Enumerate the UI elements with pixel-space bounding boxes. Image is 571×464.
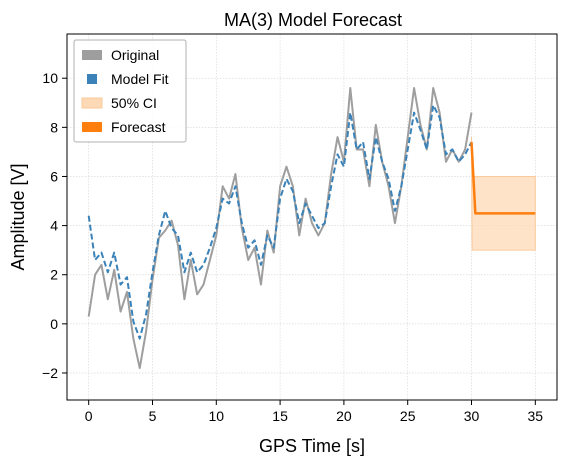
y-tick-label: 8 — [50, 119, 58, 135]
x-tick-label: 35 — [528, 408, 544, 424]
x-tick-label: 15 — [272, 408, 288, 424]
legend-label-forecast: Forecast — [111, 119, 166, 135]
x-tick-label: 0 — [85, 408, 93, 424]
legend: Original Model Fit 50% CI Forecast — [73, 39, 187, 143]
legend-swatch-forecast — [82, 122, 102, 132]
x-tick-label: 30 — [464, 408, 480, 424]
legend-swatch-model-fit — [87, 74, 97, 84]
y-tick-label: −2 — [42, 365, 58, 381]
y-tick-label: 10 — [42, 70, 58, 86]
legend-box — [73, 39, 187, 143]
y-axis-label: Amplitude [V] — [8, 163, 28, 270]
legend-swatch-original — [82, 50, 102, 60]
x-tick-label: 10 — [209, 408, 225, 424]
y-tick-label: 6 — [50, 168, 58, 184]
x-tick-label: 25 — [400, 408, 416, 424]
legend-swatch-50-ci — [81, 97, 103, 109]
plot-area — [87, 87, 536, 370]
y-tick-label: 0 — [50, 316, 58, 332]
x-tick-label: 20 — [336, 408, 352, 424]
legend-label-model-fit: Model Fit — [111, 71, 169, 87]
chart-title: MA(3) Model Forecast — [224, 10, 402, 30]
y-tick-label: 4 — [50, 218, 58, 234]
legend-label-original: Original — [111, 47, 159, 63]
y-tick-label: 2 — [50, 267, 58, 283]
x-axis-label: GPS Time [s] — [259, 436, 365, 456]
legend-label-50-ci: 50% CI — [111, 95, 157, 111]
ticks: 0 5 10 15 20 25 30 35 −2 0 2 4 6 8 10 — [42, 70, 543, 424]
series-forecast-line — [470, 142, 536, 215]
series-original-line — [87, 87, 473, 370]
x-tick-label: 5 — [149, 408, 157, 424]
series-model-fit-line — [87, 104, 473, 340]
axes-frame — [66, 33, 558, 401]
